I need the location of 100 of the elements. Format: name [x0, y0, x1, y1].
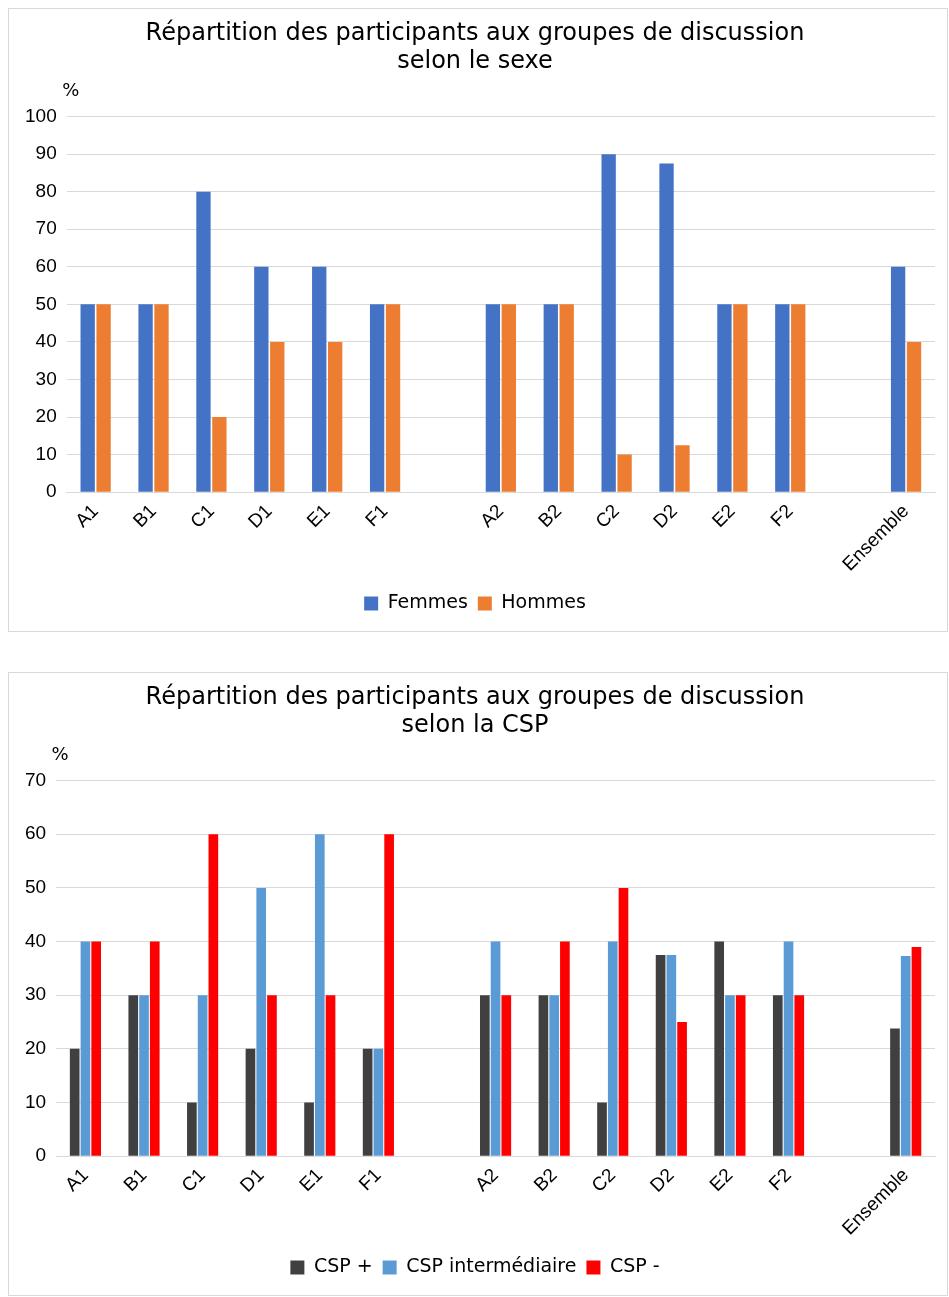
- x-tick-label: D2: [645, 1163, 678, 1196]
- bar: [607, 941, 618, 1156]
- bar: [362, 1048, 373, 1156]
- y-tick-label: 10: [35, 442, 57, 464]
- bar: [772, 995, 783, 1156]
- x-tick-label: B2: [529, 1163, 561, 1196]
- bar: [254, 266, 269, 492]
- bar: [906, 341, 922, 492]
- bar: [783, 941, 794, 1156]
- bar: [245, 1048, 256, 1156]
- bar: [735, 995, 746, 1156]
- text: selon le sexe: [397, 46, 553, 75]
- x-tick-label: B1: [128, 499, 161, 532]
- bar: [890, 266, 906, 492]
- bar: [677, 1022, 687, 1156]
- bar: [655, 954, 666, 1156]
- y-axis-title: %: [62, 79, 80, 101]
- bar: [270, 341, 285, 492]
- y-tick-label: 50: [24, 876, 47, 898]
- bar: [601, 154, 616, 492]
- y-tick-label: 40: [24, 929, 47, 951]
- bar: [267, 995, 277, 1156]
- bar: [369, 304, 385, 492]
- x-tick-label: C2: [587, 1163, 620, 1196]
- text: selon la CSP: [401, 710, 549, 739]
- bar: [597, 1102, 607, 1156]
- bar: [256, 887, 267, 1156]
- bar: [325, 995, 336, 1156]
- y-tick-label: 0: [35, 1144, 47, 1166]
- bar: [890, 1028, 900, 1156]
- bar: [96, 304, 111, 492]
- bar: [197, 995, 208, 1156]
- x-tick-label: F2: [764, 1163, 796, 1195]
- bar: [560, 941, 570, 1156]
- x-tick-label: D1: [243, 499, 276, 532]
- bar: [485, 304, 501, 492]
- y-tick-label: 0: [46, 480, 57, 502]
- y-tick-label: 50: [35, 292, 57, 314]
- x-tick-label: F1: [354, 1163, 385, 1195]
- bar: [559, 304, 574, 492]
- bar: [775, 304, 790, 492]
- bar: [373, 1048, 384, 1156]
- bar: [794, 995, 805, 1156]
- x-tick-label: B1: [119, 1163, 151, 1196]
- bar: [617, 454, 632, 492]
- bar: [900, 956, 911, 1156]
- y-tick-label: 30: [35, 367, 57, 389]
- bar: [501, 304, 516, 492]
- bar: [208, 834, 219, 1156]
- x-tick-label: C1: [177, 1163, 210, 1196]
- legend-label: CSP -: [609, 1254, 660, 1277]
- bar: [725, 995, 735, 1156]
- x-tick-label: F1: [361, 499, 392, 531]
- bar: [128, 995, 139, 1156]
- y-tick-label: 10: [24, 1090, 47, 1112]
- bar: [384, 834, 394, 1156]
- x-tick-label: D2: [649, 499, 682, 532]
- bar: [138, 304, 153, 492]
- bar: [733, 304, 748, 492]
- bar: [149, 941, 160, 1156]
- y-tick-label: 60: [35, 255, 57, 277]
- x-tick-label: C2: [591, 499, 624, 532]
- bar: [196, 191, 211, 492]
- bar: [501, 995, 512, 1156]
- y-tick-label: 80: [35, 179, 57, 201]
- x-tick-label: E1: [295, 1163, 327, 1196]
- bar: [187, 1102, 197, 1156]
- bar: [154, 304, 169, 492]
- bar: [717, 304, 732, 492]
- bar: [675, 445, 690, 492]
- text: Répartition des participants aux groupes de discussion: [145, 681, 805, 710]
- y-tick-label: 20: [24, 1037, 47, 1059]
- bar: [911, 946, 922, 1156]
- legend-label: CSP intermédiaire: [406, 1254, 577, 1277]
- bar: [139, 995, 149, 1156]
- bar: [69, 1048, 80, 1156]
- bar: [314, 834, 325, 1156]
- bar: [91, 941, 102, 1156]
- bar: [490, 941, 501, 1156]
- x-tick-label: A1: [70, 499, 103, 532]
- bar: [618, 887, 629, 1156]
- bar: [666, 954, 677, 1156]
- x-tick-label: C1: [185, 499, 218, 532]
- bar: [659, 163, 674, 492]
- y-tick-label: 30: [24, 983, 47, 1005]
- bar: [479, 995, 490, 1156]
- y-tick-label: 20: [35, 405, 57, 427]
- legend-label: Hommes: [501, 590, 586, 613]
- bar: [714, 941, 725, 1156]
- y-axis-title: %: [51, 743, 69, 765]
- x-tick-label: F2: [766, 499, 797, 531]
- x-tick-label: D1: [235, 1163, 268, 1196]
- bar: [543, 304, 558, 492]
- y-tick-label: 60: [24, 822, 47, 844]
- y-tick-label: 70: [35, 217, 57, 239]
- x-tick-label: A1: [60, 1163, 92, 1196]
- x-tick-label: A2: [470, 1163, 503, 1196]
- bar: [791, 304, 806, 492]
- legend-label: CSP +: [313, 1254, 373, 1277]
- x-tick-label: B2: [533, 499, 566, 532]
